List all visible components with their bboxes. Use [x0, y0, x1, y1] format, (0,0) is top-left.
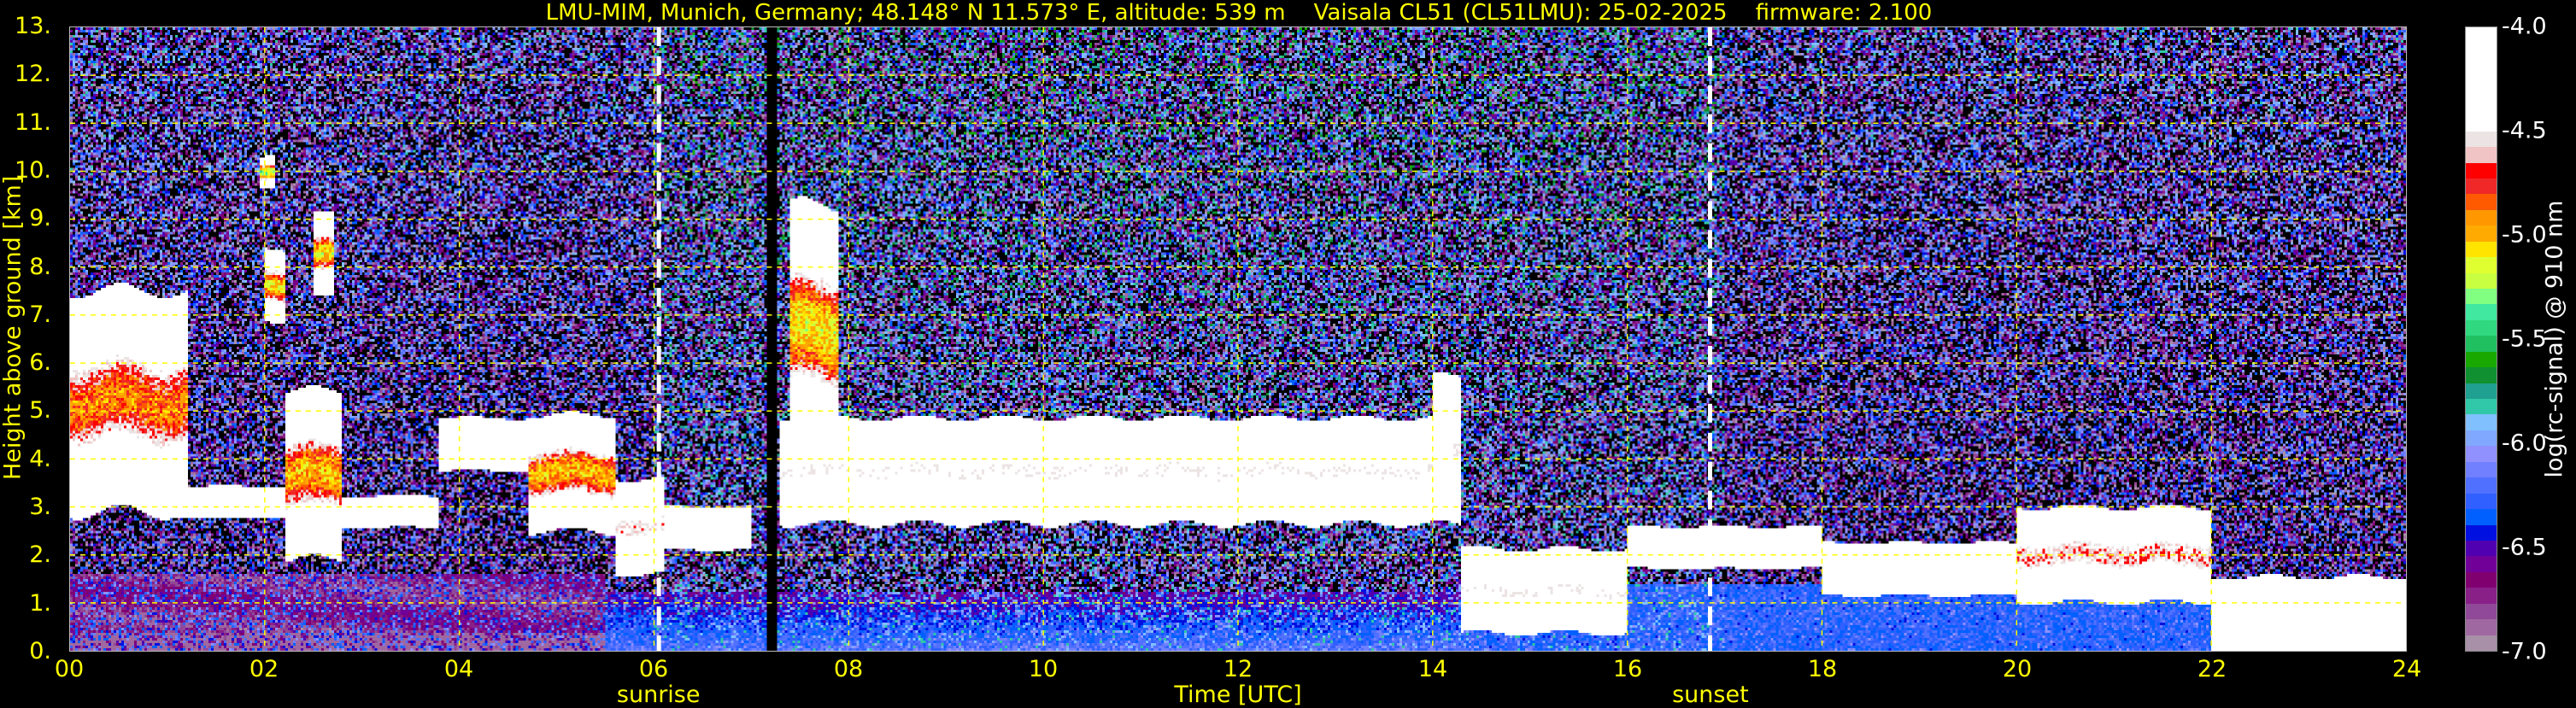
y-tick-label: 2.: [29, 541, 51, 569]
annotation-sunset: sunset: [1672, 682, 1749, 708]
x-tick-label: 08: [833, 656, 864, 682]
y-tick-label: 11.: [15, 108, 51, 136]
x-tick-label: 18: [1807, 656, 1838, 682]
colorbar-band: [2466, 289, 2497, 305]
colorbar-band: [2466, 383, 2497, 400]
colorbar-band: [2466, 588, 2497, 605]
colorbar-tick-label: -4.0: [2502, 13, 2547, 40]
colorbar-tick-label: -6.0: [2502, 430, 2547, 457]
y-tick-label: 12.: [15, 61, 51, 88]
colorbar-band: [2466, 304, 2497, 321]
colorbar-band: [2466, 209, 2497, 226]
colorbar-band: [2466, 272, 2497, 290]
x-tick-label: 04: [443, 656, 474, 682]
colorbar-band: [2466, 477, 2497, 494]
colorbar-tick-label: -7.0: [2502, 638, 2547, 665]
colorbar-band: [2466, 414, 2497, 431]
colorbar-band: [2466, 493, 2497, 510]
grid-overlay: [70, 27, 2406, 651]
colorbar-band: [2466, 257, 2497, 274]
x-tick-label: 12: [1223, 656, 1253, 682]
y-tick-label: 4.: [29, 445, 51, 472]
colorbar-band: [2466, 131, 2497, 148]
x-tick-label: 10: [1028, 656, 1059, 682]
colorbar-label: log(rc-signal) @ 910 nm: [2541, 200, 2568, 478]
colorbar-band: [2466, 556, 2497, 573]
plot-area: [69, 26, 2407, 652]
colorbar-band: [2466, 461, 2497, 478]
colorbar-band: [2466, 635, 2497, 652]
colorbar-tick-label: -5.0: [2502, 221, 2547, 249]
colorbar-band: [2466, 225, 2497, 243]
x-tick-label: 02: [249, 656, 279, 682]
colorbar-band: [2466, 399, 2497, 415]
y-axis-label: Height above ground [km]: [0, 175, 26, 480]
y-tick-label: 3.: [29, 494, 51, 521]
colorbar-band: [2466, 162, 2497, 179]
y-tick-label: 7.: [29, 301, 51, 328]
x-tick-label: 14: [1417, 656, 1448, 682]
y-tick-label: 0.: [29, 638, 51, 664]
colorbar-band: [2466, 509, 2497, 525]
annotation-sunrise: sunrise: [616, 682, 701, 708]
colorbar-tick-label: -6.5: [2502, 534, 2547, 561]
colorbar-band: [2466, 178, 2497, 195]
y-tick-label: 5.: [29, 397, 51, 424]
colorbar-band: [2466, 446, 2497, 463]
y-tick-label: 8.: [29, 253, 51, 280]
x-tick-label: 00: [54, 656, 85, 682]
colorbar-band: [2466, 367, 2497, 384]
colorbar-tick-label: -5.5: [2502, 325, 2547, 353]
x-axis-label: Time [UTC]: [1174, 682, 1302, 708]
x-tick-label: 06: [638, 656, 669, 682]
x-tick-label: 22: [2197, 656, 2227, 682]
colorbar-band: [2466, 603, 2497, 620]
colorbar-band: [2466, 336, 2497, 353]
chart-title: LMU-MIM, Munich, Germany; 48.148° N 11.5…: [545, 0, 1933, 26]
colorbar-band: [2466, 319, 2497, 336]
colorbar-band: [2466, 241, 2497, 258]
colorbar-band: [2466, 27, 2497, 132]
colorbar-band: [2466, 619, 2497, 636]
y-tick-label: 1.: [29, 589, 51, 617]
y-tick-label: 10.: [15, 156, 51, 184]
x-tick-label: 20: [2002, 656, 2033, 682]
y-tick-label: 9.: [29, 205, 51, 232]
colorbar-band: [2466, 571, 2497, 588]
x-tick-label: 16: [1612, 656, 1643, 682]
y-tick-label: 13.: [15, 13, 51, 39]
x-tick-label: 24: [2391, 656, 2422, 682]
colorbar-band: [2466, 147, 2497, 164]
colorbar-band: [2466, 194, 2497, 211]
colorbar-tick-label: -4.5: [2502, 117, 2547, 144]
colorbar-band: [2466, 430, 2497, 447]
colorbar: [2465, 26, 2497, 652]
colorbar-band: [2466, 524, 2497, 541]
y-tick-label: 6.: [29, 349, 51, 377]
colorbar-band: [2466, 540, 2497, 557]
colorbar-band: [2466, 351, 2497, 368]
